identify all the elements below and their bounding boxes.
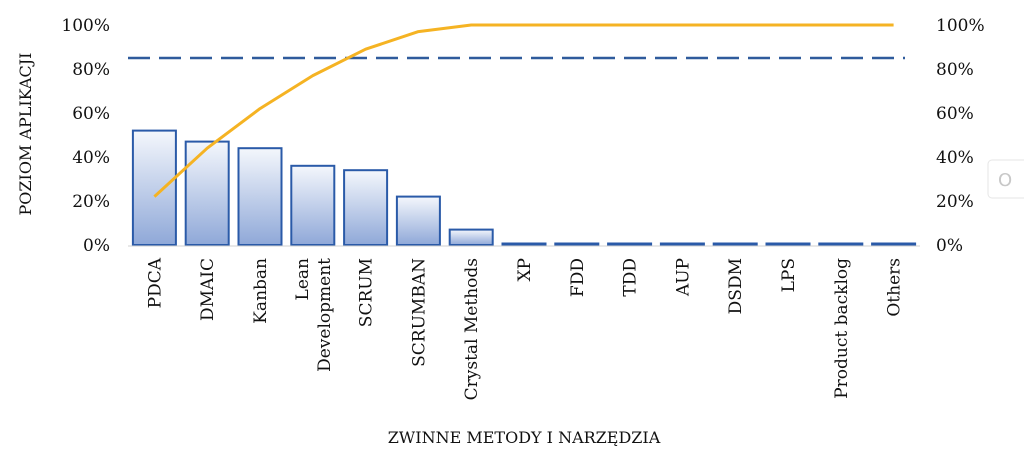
x-axis-title: ZWINNE METODY I NARZĘDZIA [388, 428, 661, 447]
y2-tick-label: 80% [936, 60, 974, 80]
y-tick-label: 80% [72, 60, 110, 80]
x-category-label: Lean Development [293, 258, 335, 372]
bar-tdd [607, 242, 653, 246]
x-category-label-line: Others [885, 258, 905, 317]
x-category-label: AUP [673, 258, 693, 297]
y-tick-label: 0% [83, 236, 110, 256]
x-category-label: Product backlog [832, 258, 852, 399]
cumulative-line [153, 23, 894, 198]
bar-pdca [131, 129, 177, 247]
x-category-label-line: XP [515, 258, 535, 282]
x-category-label: Kanban [251, 258, 271, 324]
bar-dmaic [184, 140, 230, 247]
x-category-label: DSDM [726, 258, 746, 314]
y-tick-label: 100% [61, 16, 110, 36]
x-category-label: LPS [779, 258, 799, 292]
bar-crystal-methods [448, 228, 494, 247]
bar-lps [765, 242, 811, 246]
y2-tick-label: 60% [936, 104, 974, 124]
x-category-label-line: PDCA [145, 257, 165, 308]
y-tick-label: 20% [72, 192, 110, 212]
bar-xp [501, 242, 547, 246]
bar-product-backlog [818, 242, 864, 246]
bar-series [131, 129, 917, 247]
x-category-label-line: LPS [779, 258, 799, 292]
edge-fragment-text: O [998, 170, 1012, 191]
x-axis-category-labels: PDCA DMAIC Kanban Lean Development SCRUM SCRUM… [145, 257, 904, 400]
y-axis-ticks-left: 0% 20% 40% 60% 80% 100% [61, 16, 110, 256]
y2-tick-label: 20% [936, 192, 974, 212]
x-category-label-line: Kanban [251, 258, 271, 324]
x-category-label-line: DSDM [726, 258, 746, 314]
bar-fdd [554, 242, 600, 246]
x-category-label-line: SCRUM [357, 258, 377, 327]
x-category-label: FDD [568, 258, 588, 297]
x-category-label-line: Product backlog [832, 258, 852, 399]
x-category-label: DMAIC [198, 258, 218, 321]
y-tick-label: 60% [72, 104, 110, 124]
y-axis-ticks-right: 0% 20% 40% 60% 80% 100% [936, 16, 985, 256]
x-category-label-line: Crystal Methods [462, 258, 482, 400]
bar-kanban [237, 147, 283, 246]
x-category-label-line: Development [315, 258, 335, 372]
y2-tick-label: 40% [936, 148, 974, 168]
y2-tick-label: 0% [936, 236, 963, 256]
x-category-label: XP [515, 258, 535, 282]
bar-lean-development [290, 164, 336, 246]
x-category-label: PDCA [145, 257, 165, 308]
bar-others [871, 242, 917, 246]
x-category-label-line: AUP [673, 258, 693, 297]
edge-fragment-box: O [987, 159, 1024, 199]
y2-tick-label: 100% [936, 16, 985, 36]
x-category-label-line: Lean [293, 258, 313, 300]
x-category-label-line: DMAIC [198, 258, 218, 321]
x-category-label-line: FDD [568, 258, 588, 297]
x-category-label-line: TDD [621, 258, 641, 297]
x-category-label: SCRUM [357, 258, 377, 327]
bar-dsdm [712, 242, 758, 246]
x-category-label: SCRUMBAN [409, 258, 429, 367]
edge-fragment-frame [987, 159, 1024, 199]
x-category-label: Others [885, 258, 905, 317]
x-category-label: TDD [621, 258, 641, 297]
bar-scrumban [395, 195, 441, 247]
y-axis-title: POZIOM APLIKACJI [16, 52, 35, 215]
x-category-label: Crystal Methods [462, 258, 482, 400]
x-category-label-line: SCRUMBAN [409, 258, 429, 367]
y-tick-label: 40% [72, 148, 110, 168]
bar-scrum [343, 169, 389, 246]
bar-aup [659, 242, 705, 246]
